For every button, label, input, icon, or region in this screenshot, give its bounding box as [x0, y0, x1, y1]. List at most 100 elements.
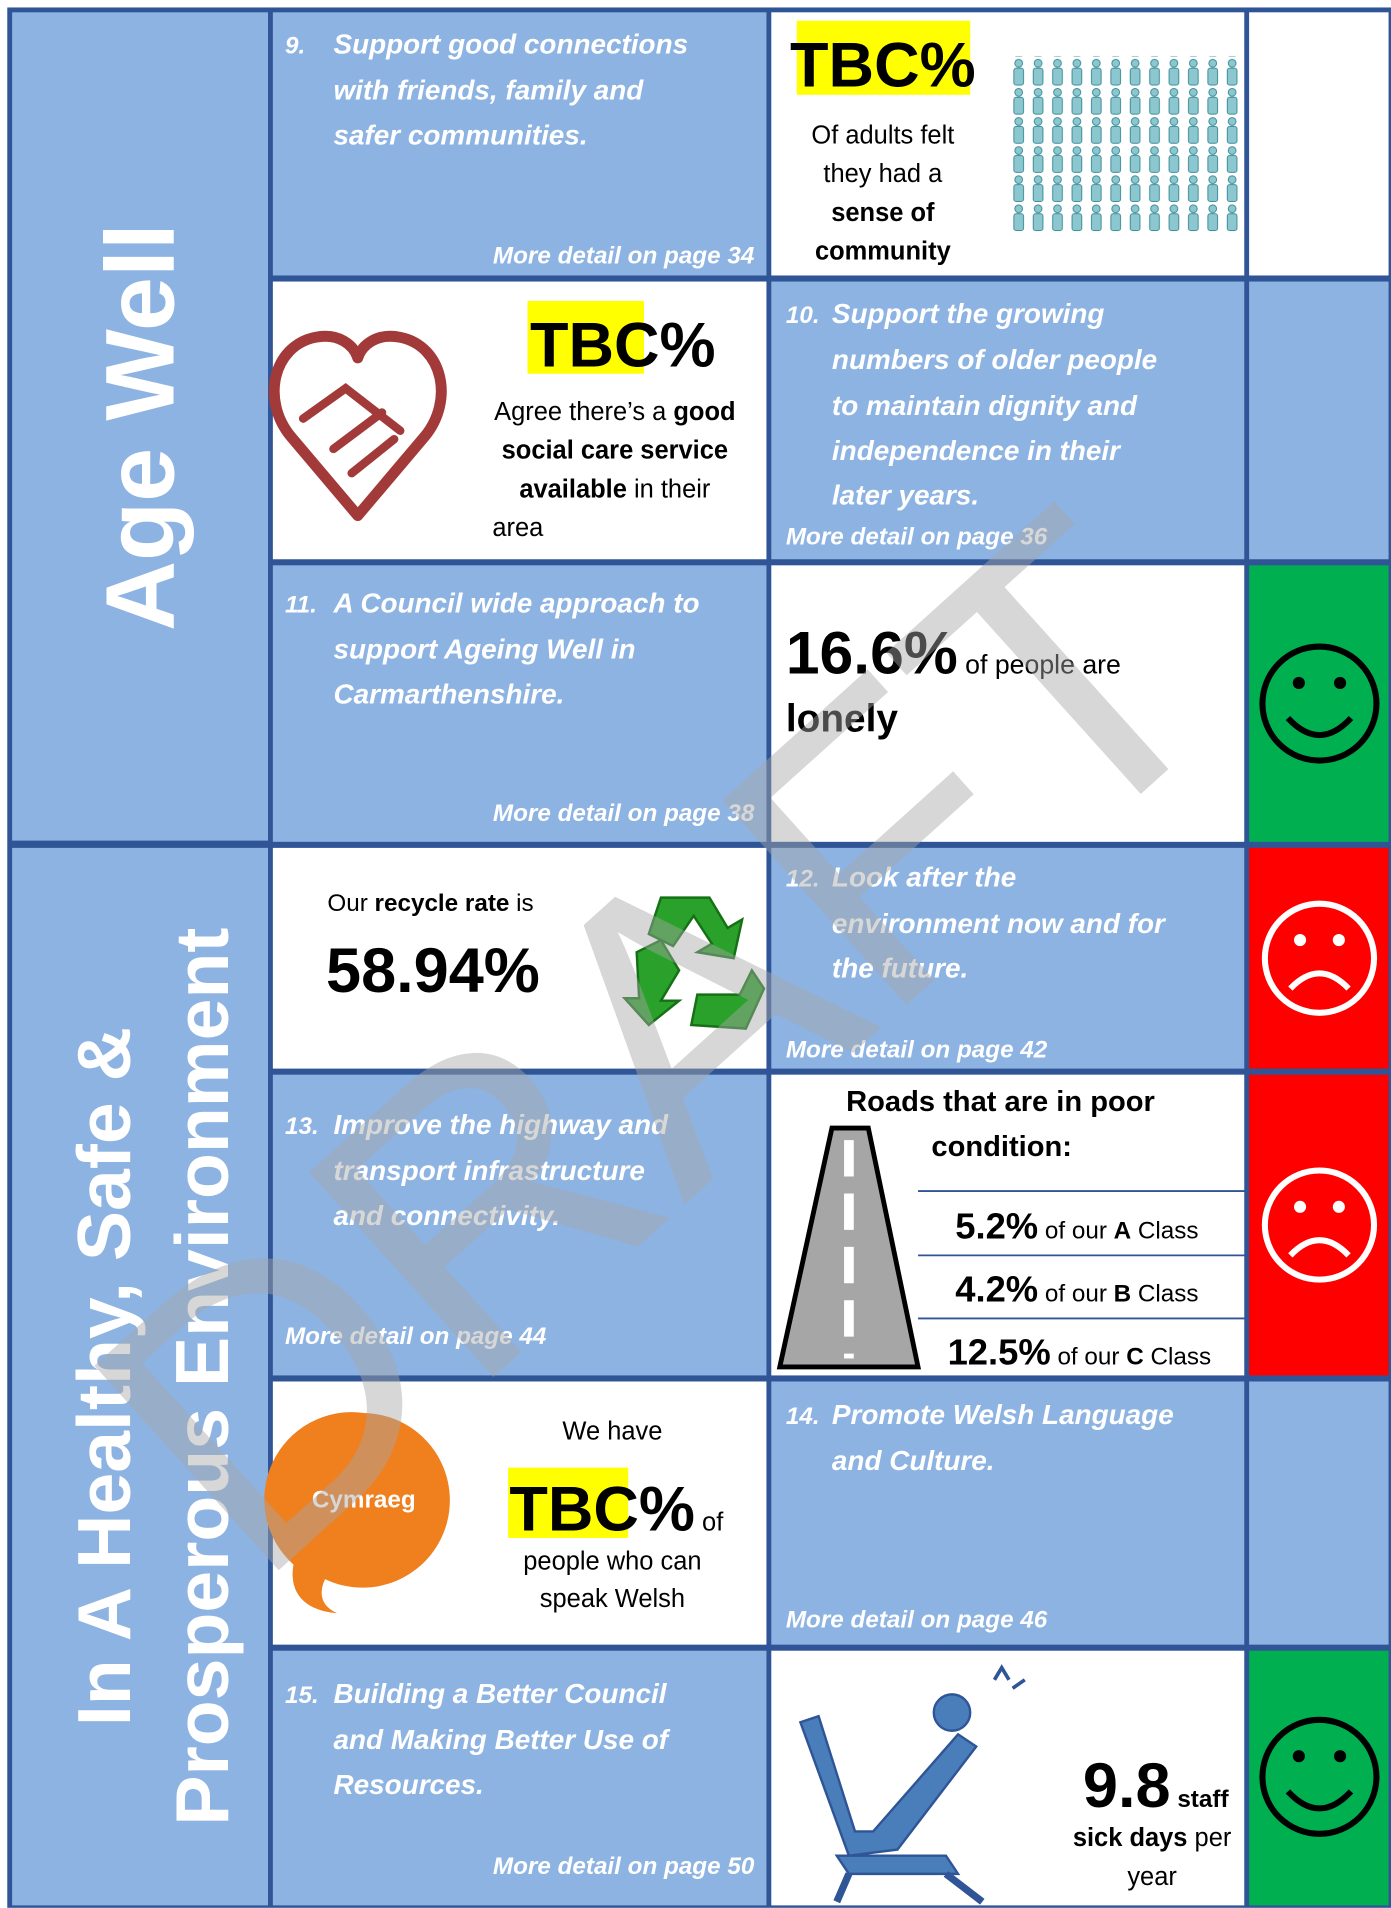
objective-text: Carmarthenshire.: [334, 679, 565, 710]
objective-text: numbers of older people: [832, 344, 1157, 375]
stat-title: Roads that are in poor: [846, 1086, 1155, 1118]
stat-text: C: [1126, 1344, 1144, 1371]
stat-text: B: [1114, 1280, 1132, 1307]
highlight: [508, 1467, 629, 1538]
crowd-icon: [1006, 55, 1241, 234]
objective-text: Improve the highway and: [334, 1109, 670, 1140]
objective-text: and connectivity.: [334, 1200, 561, 1231]
objective-number: 13.: [285, 1113, 319, 1140]
objective-text: Promote Welsh Language: [832, 1399, 1174, 1430]
objective-text: and Culture.: [832, 1445, 995, 1476]
detail-link: More detail on page 38: [493, 800, 755, 827]
cell: [272, 565, 767, 842]
cell: [272, 1074, 767, 1376]
stat-title: condition:: [931, 1131, 1072, 1163]
frown-icon: [1261, 900, 1378, 1016]
objective-9: 9. Support good connections with friends…: [285, 29, 755, 270]
cell: [771, 847, 1245, 1069]
stat-text: We have: [562, 1418, 662, 1446]
objective-number: 15.: [285, 1682, 319, 1709]
stat-text: sick days per: [1073, 1824, 1232, 1852]
stat-text: Class: [1144, 1344, 1211, 1371]
objective-text: later years.: [832, 480, 979, 511]
cell: [272, 847, 767, 1069]
stat-figure: 4.2%: [955, 1268, 1038, 1309]
stat-text: year: [1127, 1863, 1177, 1891]
cell: [771, 1381, 1245, 1645]
stat-line: 9.8 staff: [1083, 1751, 1230, 1821]
stat-figure: 16.6%: [786, 618, 958, 686]
stat-social-care: TBC% Agree there’s a good social care se…: [268, 300, 736, 542]
stat-text: of our: [1051, 1344, 1127, 1371]
stat-figure: TBC: [509, 1475, 639, 1545]
section-cell: [12, 847, 269, 1906]
status-cell: [1249, 1074, 1389, 1376]
objective-text: Building a Better Council: [334, 1678, 668, 1709]
objective-text: safer communities.: [334, 120, 588, 151]
detail-link: More detail on page 36: [786, 524, 1048, 551]
objective-number: 10.: [786, 302, 820, 329]
stat-unit: %: [639, 1475, 695, 1545]
objective-text: A Council wide approach to: [333, 588, 700, 619]
stat-text: Class: [1131, 1280, 1198, 1307]
stat-figure: 58.94%: [326, 936, 540, 1006]
detail-link: More detail on page 42: [786, 1037, 1048, 1064]
objective-text: the future.: [832, 953, 968, 984]
objective-number: 12.: [786, 866, 820, 893]
recycle-icon: [621, 896, 766, 1030]
detail-link: More detail on page 44: [285, 1323, 547, 1350]
frown-icon: [1261, 1167, 1378, 1283]
stat-welsh: Cymraeg We have TBC% of people who can s…: [264, 1412, 724, 1614]
stat-text: available: [519, 475, 627, 503]
stat-unit: staff: [1171, 1786, 1230, 1813]
heart-icon: [268, 330, 447, 522]
stat-text: social care service: [502, 437, 728, 465]
stat-text: people who can: [523, 1547, 701, 1575]
objective-text: Support the growing: [832, 298, 1105, 329]
stat-figure: 9.8: [1083, 1751, 1171, 1821]
status-cell: [1249, 847, 1389, 1069]
stat-text: available in their: [519, 475, 711, 503]
road-row: 5.2% of our A Class: [955, 1205, 1198, 1246]
speech-bubble-icon: [264, 1412, 450, 1614]
objective-text: Look after the: [832, 862, 1016, 893]
cell: [1249, 281, 1389, 560]
objective-text: transport infrastructure: [334, 1155, 645, 1186]
cell: [771, 565, 1245, 842]
objective-text: and Making Better Use of: [334, 1724, 671, 1755]
objective-text: Support good connections: [334, 29, 689, 60]
objective-text: to maintain dignity and: [832, 390, 1138, 421]
stat-text: community: [815, 238, 952, 266]
smiley-icon: [1259, 643, 1380, 764]
cell: [1249, 1381, 1389, 1645]
cell: [272, 12, 767, 276]
stat-text: of: [695, 1509, 724, 1537]
stat-recycle: Our recycle rate is 58.94%: [326, 890, 766, 1030]
stat-text: is: [509, 890, 533, 917]
objective-text: support Ageing Well in: [334, 634, 636, 665]
highlight: [796, 20, 971, 95]
stat-text: of our: [1038, 1280, 1114, 1307]
stat-text: Our: [327, 890, 374, 917]
stat-text: sense of: [831, 199, 935, 227]
road-row: 4.2% of our B Class: [955, 1268, 1198, 1309]
stat-text: Our recycle rate is: [327, 890, 533, 917]
stat-line: TBC% of: [509, 1475, 724, 1545]
objective-14: 14. Promote Welsh Language and Culture. …: [786, 1399, 1174, 1634]
objective-12: 12. Look after the environment now and f…: [786, 862, 1167, 1064]
stat-text: sick days: [1073, 1824, 1188, 1852]
objective-number: 9.: [285, 33, 305, 60]
stat-text: recycle rate: [375, 890, 510, 917]
stat-figure: TBC: [530, 310, 660, 380]
handshake-icon: [298, 382, 405, 478]
stat-figure: 5.2%: [955, 1205, 1038, 1246]
stat-figure: TBC%: [530, 310, 716, 380]
stat-text: of people are: [958, 649, 1121, 679]
cell: [1249, 12, 1389, 276]
stat-text: lonely: [786, 697, 899, 740]
stat-lonely: 16.6% of people are lonely: [786, 618, 1121, 740]
objective-13: 13. Improve the highway and transport in…: [285, 1109, 669, 1350]
stat-text: Of adults felt: [811, 121, 954, 149]
stat-text: A: [1114, 1217, 1132, 1244]
